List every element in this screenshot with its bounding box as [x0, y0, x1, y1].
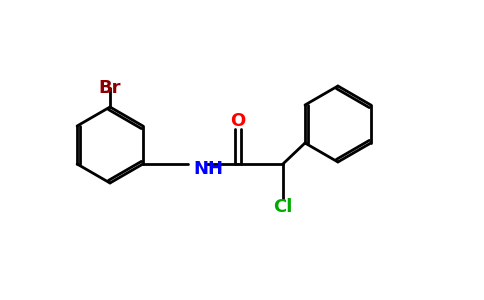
Text: Br: Br	[99, 79, 121, 97]
Text: Cl: Cl	[273, 198, 293, 216]
Text: NH: NH	[193, 160, 223, 178]
Text: O: O	[230, 112, 245, 130]
